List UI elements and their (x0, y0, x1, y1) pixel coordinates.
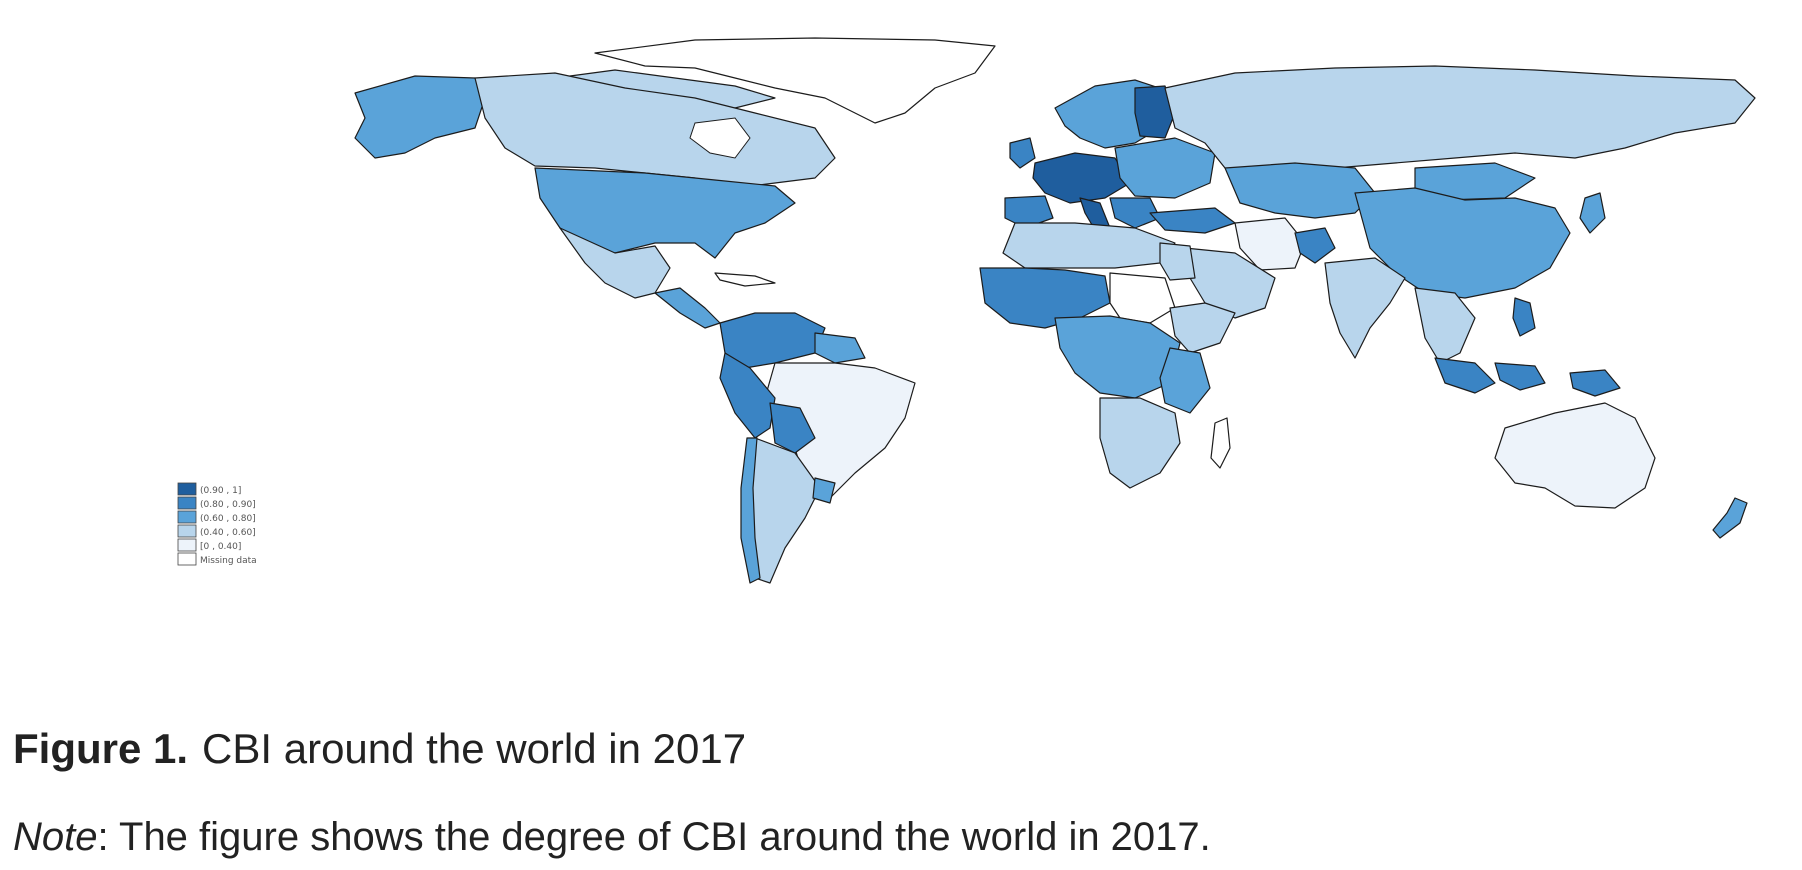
note-label: Note (13, 815, 98, 859)
legend-swatch-0 (177, 482, 197, 496)
region-afghanistan (1294, 227, 1336, 264)
legend-swatch-2 (177, 510, 197, 524)
region-australia (1494, 402, 1656, 509)
region-uk (1009, 137, 1036, 169)
region-russia (1164, 65, 1756, 174)
region-cuba (714, 272, 776, 287)
region-eastern-europe (1114, 137, 1216, 199)
region-iran (1234, 217, 1306, 271)
region-turkey (1149, 207, 1236, 234)
legend-swatch-1 (177, 496, 197, 510)
legend-swatch-5 (177, 552, 197, 566)
legend-label-0: (0.90 , 1] (200, 486, 241, 496)
region-horn-of-africa (1169, 302, 1236, 354)
legend-label-4: [0 , 0.40] (200, 542, 241, 552)
legend-label-5: Missing data (200, 556, 257, 566)
figure-number: Figure 1. (13, 725, 189, 772)
legend-item: [0 , 0.40] (177, 538, 241, 552)
figure-note: Note: The figure shows the degree of CBI… (13, 815, 1211, 860)
legend-item: (0.40 , 0.60] (177, 524, 256, 538)
region-japan (1579, 192, 1606, 234)
legend-swatch-3 (177, 524, 197, 538)
note-text: : The figure shows the degree of CBI aro… (97, 815, 1211, 859)
region-papua (1569, 369, 1621, 397)
region-central-asia (1224, 162, 1376, 219)
region-peru (719, 352, 776, 439)
region-indonesia-east (1494, 362, 1546, 391)
land-masses (354, 37, 1756, 584)
figure-title: CBI around the world in 2017 (202, 725, 747, 772)
region-greenland (594, 37, 996, 124)
region-west-africa (979, 267, 1111, 329)
region-new-zealand (1712, 497, 1748, 539)
legend-swatch-4 (177, 538, 197, 552)
region-bolivia (769, 402, 816, 454)
figure-caption: Figure 1. CBI around the world in 2017 (13, 725, 746, 773)
region-chile (740, 437, 761, 584)
region-philippines (1512, 297, 1536, 337)
region-canada (474, 72, 836, 189)
region-india (1324, 257, 1406, 359)
region-southeast-asia (1414, 287, 1476, 364)
map-legend: (0.90 , 1] (0.80 , 0.90] (0.60 , 0.80] (… (177, 482, 257, 566)
region-finland (1134, 85, 1176, 139)
region-alaska (354, 75, 486, 159)
region-east-africa (1159, 347, 1211, 414)
region-balkans (1109, 197, 1161, 229)
region-arabia (1184, 247, 1276, 319)
region-hudson-bay (689, 117, 751, 159)
region-sudan (1109, 272, 1176, 324)
region-madagascar (1210, 417, 1231, 469)
world-choropleth-map: (0.90 , 1] (0.80 , 0.90] (0.60 , 0.80] (… (177, 37, 1756, 584)
legend-item: (0.90 , 1] (177, 482, 241, 496)
legend-item: Missing data (177, 552, 257, 566)
legend-label-2: (0.60 , 0.80] (200, 514, 256, 524)
legend-label-3: (0.40 , 0.60] (200, 528, 256, 538)
region-north-africa (1002, 222, 1176, 269)
region-western-europe (1032, 152, 1131, 204)
legend-item: (0.60 , 0.80] (177, 510, 256, 524)
region-central-africa (1054, 315, 1181, 399)
world-map-figure: (0.90 , 1] (0.80 , 0.90] (0.60 , 0.80] (… (175, 18, 1780, 658)
region-guyanas (814, 332, 866, 364)
region-southern-africa (1099, 397, 1181, 489)
legend-item: (0.80 , 0.90] (177, 496, 256, 510)
region-central-america (654, 287, 721, 329)
region-paraguay-uruguay (812, 477, 836, 504)
region-egypt (1159, 242, 1196, 281)
legend-label-1: (0.80 , 0.90] (200, 500, 256, 510)
region-indonesia-west (1434, 357, 1496, 394)
